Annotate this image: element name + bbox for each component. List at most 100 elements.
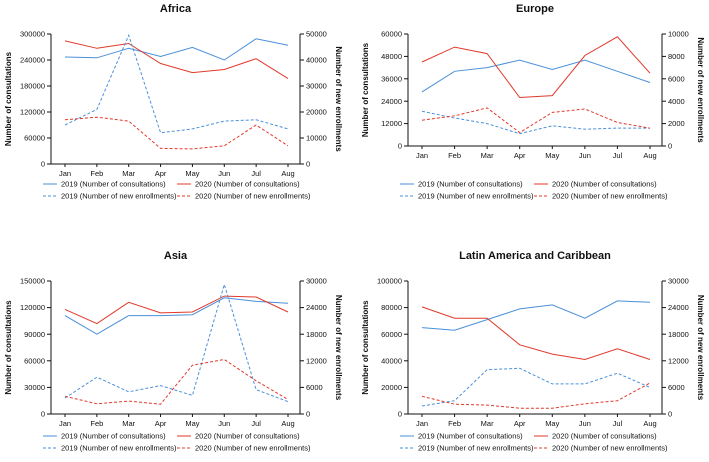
y-axis-label: Number of consultations	[4, 300, 13, 395]
y-tick-label: 240000	[20, 56, 45, 65]
y-tick-label: 24000	[381, 97, 402, 106]
x-tick-label: May	[185, 169, 199, 178]
y2-axis-label: Number of new enrollments	[696, 295, 705, 401]
legend-label: 2020 (Number of consultations)	[552, 432, 657, 441]
x-tick-label: Feb	[90, 419, 103, 428]
legend-label: 2019 (Number of consultations)	[61, 180, 166, 189]
y-tick-label: 180000	[20, 82, 45, 91]
x-tick-label: May	[545, 419, 559, 428]
chart-title: Europe	[516, 3, 554, 15]
x-tick-label: Apr	[514, 419, 526, 428]
y2-tick-label: 0	[668, 410, 672, 419]
series-line-2019-consultations	[421, 59, 651, 93]
y-tick-label: 60000	[24, 356, 45, 365]
y2-tick-label: 10000	[306, 134, 327, 143]
y2-tick-label: 18000	[306, 330, 327, 339]
series-line-2020-enrollments	[64, 116, 289, 150]
x-tick-label: Jun	[579, 151, 591, 160]
series-line-2019-consultations	[64, 297, 289, 335]
y2-tick-label: 6000	[668, 383, 685, 392]
legend-label: 2019 (Number of new enrollments)	[418, 192, 534, 201]
x-tick-label: Aug	[643, 419, 656, 428]
y2-tick-label: 0	[306, 160, 310, 169]
x-tick-label: Feb	[448, 151, 461, 160]
y-tick-label: 90000	[24, 330, 45, 339]
x-tick-label: Jan	[416, 151, 428, 160]
y-tick-label: 300000	[20, 30, 45, 39]
chart-panel-3: Latin America and Caribbean 0 20000 40000 60…	[361, 250, 705, 453]
y2-tick-label: 18000	[668, 330, 689, 339]
series-line-2020-enrollments	[421, 107, 651, 134]
series-line-2019-enrollments	[64, 33, 289, 134]
y2-tick-label: 0	[306, 410, 310, 419]
series-line-2019-consultations	[421, 300, 651, 331]
legend-label: 2019 (Number of consultations)	[61, 432, 166, 441]
x-tick-label: Jun	[579, 419, 591, 428]
series-line-2019-consultations	[64, 38, 289, 61]
y-tick-label: 60000	[381, 30, 402, 39]
y-tick-label: 0	[398, 142, 402, 151]
x-tick-label: Jan	[59, 419, 71, 428]
y-tick-label: 48000	[381, 52, 402, 61]
y-tick-label: 12000	[381, 119, 402, 128]
y2-tick-label: 6000	[668, 74, 685, 83]
x-tick-label: Jan	[416, 419, 428, 428]
y2-axis-label: Number of new enrollments	[696, 37, 705, 143]
y-tick-label: 0	[41, 410, 45, 419]
legend-label: 2020 (Number of new enrollments)	[552, 444, 668, 453]
x-tick-label: Jul	[251, 169, 261, 178]
y-tick-label: 20000	[381, 383, 402, 392]
y2-tick-label: 12000	[668, 356, 689, 365]
y-axis-label: Number of consultations	[361, 42, 370, 137]
legend-label: 2019 (Number of consultations)	[418, 432, 523, 441]
chart-panel-2: Asia 0 30000 60000 90000 120000 150000 0 6000 120…	[4, 250, 343, 453]
y-tick-label: 40000	[381, 356, 402, 365]
y-tick-label: 60000	[24, 134, 45, 143]
x-tick-label: Feb	[90, 169, 103, 178]
y2-tick-label: 50000	[306, 30, 327, 39]
x-tick-label: Jul	[613, 151, 623, 160]
legend-label: 2019 (Number of new enrollments)	[418, 444, 534, 453]
y2-tick-label: 2000	[668, 119, 685, 128]
y-tick-label: 36000	[381, 74, 402, 83]
x-tick-label: Mar	[481, 419, 494, 428]
y-axis-label: Number of consultations	[361, 300, 370, 395]
y2-tick-label: 8000	[668, 52, 685, 61]
y2-axis-label: Number of new enrollments	[334, 46, 343, 152]
x-tick-label: May	[545, 151, 559, 160]
chart-title: Africa	[160, 3, 192, 15]
series-line-2019-enrollments	[421, 110, 650, 135]
legend-label: 2020 (Number of consultations)	[195, 432, 300, 441]
x-tick-label: May	[185, 419, 199, 428]
y-tick-label: 60000	[381, 330, 402, 339]
x-tick-label: Mar	[122, 169, 135, 178]
legend-label: 2020 (Number of consultations)	[195, 180, 300, 189]
y-tick-label: 0	[41, 160, 45, 169]
x-tick-label: Jun	[218, 169, 230, 178]
legend-label: 2019 (Number of consultations)	[418, 180, 523, 189]
legend-label: 2019 (Number of new enrollments)	[61, 192, 177, 201]
y2-tick-label: 12000	[306, 356, 327, 365]
y2-tick-label: 30000	[306, 277, 327, 286]
x-tick-label: Jun	[218, 419, 230, 428]
y2-tick-label: 24000	[306, 303, 327, 312]
y2-tick-label: 0	[668, 142, 672, 151]
series-line-2020-consultations	[421, 306, 651, 361]
y2-tick-label: 20000	[306, 108, 327, 117]
legend-label: 2019 (Number of new enrollments)	[61, 444, 177, 453]
series-line-2020-consultations	[64, 40, 289, 80]
y-tick-label: 80000	[381, 303, 402, 312]
y2-tick-label: 24000	[668, 303, 689, 312]
x-tick-label: Mar	[481, 151, 494, 160]
legend-label: 2020 (Number of new enrollments)	[195, 444, 311, 453]
x-tick-label: Jan	[59, 169, 71, 178]
y2-tick-label: 30000	[306, 82, 327, 91]
x-tick-label: Aug	[643, 151, 656, 160]
x-tick-label: Apr	[155, 169, 167, 178]
x-tick-label: Jul	[251, 419, 261, 428]
series-line-2019-enrollments	[421, 367, 651, 407]
y-tick-label: 150000	[20, 277, 45, 286]
series-line-2020-consultations	[64, 295, 289, 325]
y-tick-label: 30000	[24, 383, 45, 392]
